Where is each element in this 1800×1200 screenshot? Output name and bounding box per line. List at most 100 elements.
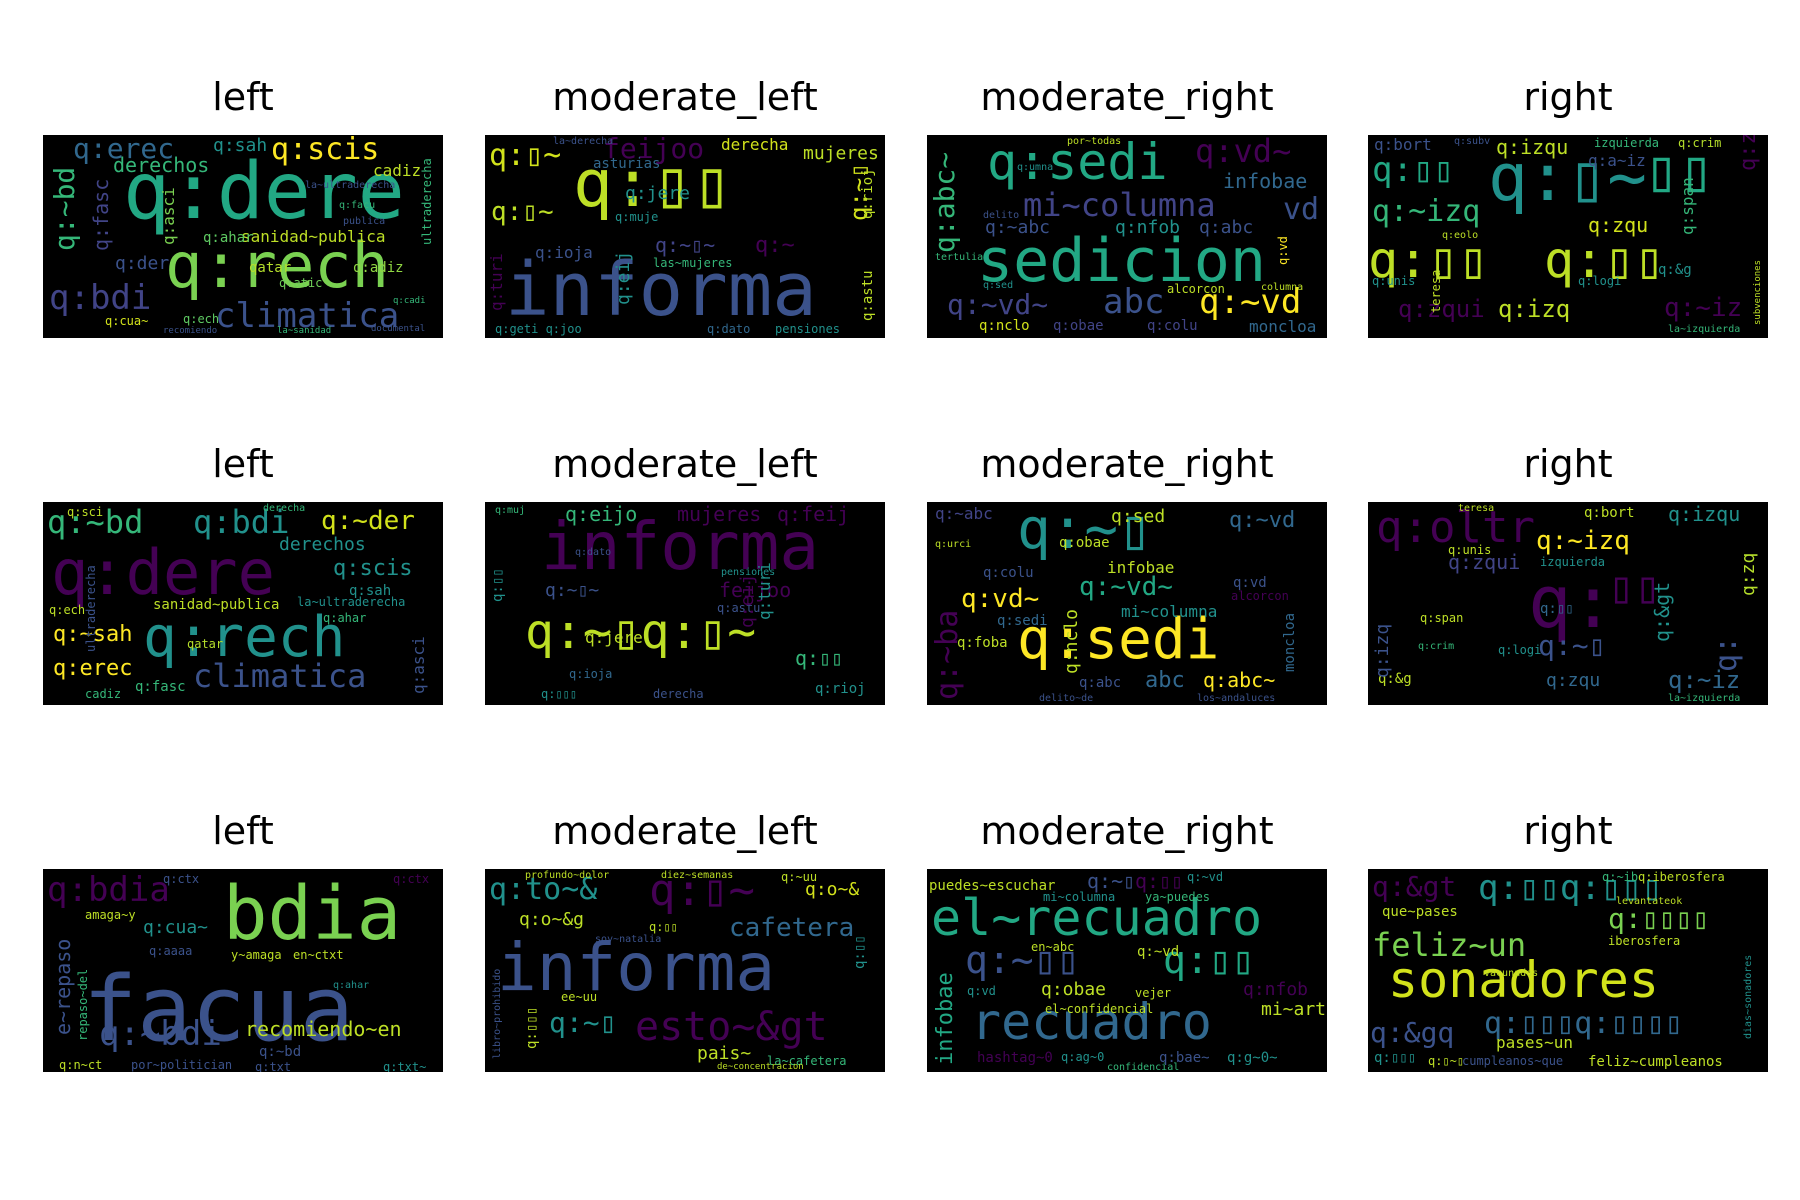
cloud-word: ee~uu	[561, 990, 598, 1004]
cloud-word: q:▯~▯	[1428, 1054, 1465, 1068]
cloud-word: q:span	[1420, 611, 1464, 625]
cloud-word: q:span	[1678, 177, 1697, 235]
word-cloud-panel: sonadores feliz~un q:▯▯q:▯▯▯ q:▯▯▯▯ q:&gt q:&…	[1368, 869, 1768, 1072]
cloud-word: q:foba	[957, 635, 1008, 651]
cloud-word: en~ctxt	[293, 948, 344, 962]
cloud-word: q:▯▯	[1540, 601, 1574, 617]
cloud-word: q:~▯q:▯~	[525, 604, 757, 660]
cloud-word: la~cafetera	[767, 1054, 847, 1068]
cloud-word: q:ahar	[323, 611, 367, 625]
cloud-word: q:cadi	[393, 296, 426, 306]
cloud-word: cafetera	[729, 913, 855, 943]
cloud-word: q:▯▯	[1368, 231, 1489, 289]
cloud-word: sonadores	[1388, 951, 1659, 1009]
cloud-word: q:nclo	[979, 318, 1030, 334]
cloud-word: q:oltr	[1376, 502, 1535, 553]
cloud-word: q:colu	[983, 565, 1034, 581]
cloud-word: q:g~0~	[1227, 1050, 1278, 1066]
cloud-word: publica	[343, 216, 386, 227]
cloud-word: pensiones	[775, 322, 841, 336]
cloud-word: q:n~ct	[59, 1058, 103, 1072]
cloud-word: q:~bdi	[99, 1014, 222, 1054]
cloud-word: la~ultraderecha	[297, 595, 406, 609]
cloud-word: derecha	[653, 687, 704, 701]
panel-title: moderate_right	[980, 75, 1274, 119]
cloud-word: mi~columna	[1023, 186, 1216, 224]
cloud-word: q:~bd	[47, 503, 144, 541]
cloud-word: q:~ba	[930, 609, 965, 700]
cloud-word: tertulia	[935, 252, 984, 263]
cloud-word: q:▯~	[1488, 139, 1647, 216]
cloud-word: q:der	[115, 253, 170, 274]
cloud-word: q:~izq	[1536, 526, 1630, 556]
cloud-word: q:asci	[409, 636, 428, 694]
cloud-word: q:scis	[333, 556, 413, 581]
cloud-word: q:eolo	[1442, 230, 1479, 241]
panel-title: moderate_left	[552, 75, 818, 119]
cloud-word: vd	[1283, 192, 1320, 227]
cloud-word: teresa	[1429, 269, 1443, 313]
cloud-word: q:a~iz	[1588, 151, 1646, 170]
cloud-word: mujeres	[803, 143, 879, 164]
cloud-word: q:~bd	[48, 166, 81, 251]
cloud-word: repaso~del	[76, 968, 90, 1041]
cloud-word: q:sedi	[1017, 607, 1220, 672]
cloud-word: q:crim	[1678, 136, 1722, 150]
cloud-word: feijoo	[603, 135, 705, 165]
cloud-word: q:bdi	[49, 278, 152, 318]
cloud-word: informa	[505, 247, 817, 333]
cloud-word: q:urci	[935, 539, 972, 550]
cloud-word: q:eij	[737, 573, 758, 628]
cloud-word: por~politician	[131, 1058, 233, 1072]
cloud-word: q:jere	[585, 628, 643, 647]
cloud-word: q:▯▯▯q:▯▯▯▯	[1484, 1006, 1683, 1041]
cloud-word: q:zqu	[1546, 670, 1601, 691]
cloud-word: q:&g	[1658, 262, 1692, 278]
cloud-word: q:eij	[613, 250, 634, 305]
cloud-word: q:▯▯▯	[1374, 1050, 1417, 1066]
panel-title: left	[212, 75, 274, 119]
panel-title: moderate_left	[552, 809, 818, 853]
cloud-word: informa	[497, 929, 776, 1006]
cloud-word: q:▯~	[649, 869, 755, 916]
cloud-word: recuadro	[971, 993, 1212, 1051]
cloud-word: sanidad~publica	[153, 597, 280, 613]
cloud-word: profundo~dolor	[525, 870, 610, 881]
cloud-word: recomiendo	[163, 326, 218, 336]
cloud-word: vacunados	[1484, 968, 1539, 979]
cloud-word: q:muj	[495, 505, 526, 516]
cloud-word: feliz~cumpleanos	[1588, 1054, 1723, 1070]
word-cloud-panel: informa q:to~& q:▯~ q:o~& q:o~&g cafetera esto…	[485, 869, 885, 1072]
cloud-word: q:rech	[165, 229, 389, 302]
cloud-word: q:izqu	[1668, 502, 1741, 526]
cloud-word: q:eijo	[565, 502, 638, 526]
cloud-word: q:▯▯	[1544, 231, 1665, 289]
cloud-word: por~todas	[1067, 136, 1122, 147]
cloud-word: q:~▯	[549, 1006, 617, 1039]
cloud-word: q:astu	[717, 601, 761, 615]
cloud-word: q:~▯	[1087, 869, 1136, 893]
cloud-word: q:erec	[53, 656, 133, 681]
cloud-word: q:~▯~	[655, 233, 716, 257]
cloud-word: q:ioja	[569, 667, 613, 681]
cloud-word: q:~vd	[1199, 282, 1302, 322]
cloud-word: q:cua~	[143, 917, 209, 938]
cloud-word: q:▯▯	[490, 568, 506, 602]
cloud-word: dias~sonadores	[1743, 954, 1754, 1039]
cloud-word: izquierda	[1540, 555, 1606, 569]
cloud-word: q:~bd	[259, 1044, 302, 1060]
cloud-word: q:abc~	[928, 151, 961, 253]
cloud-word: facua	[83, 957, 354, 1062]
cloud-word: q:zqu	[1588, 213, 1649, 237]
panel-title: right	[1523, 442, 1613, 486]
cloud-word: la~derecha	[553, 136, 614, 147]
cloud-word: q:astu	[860, 270, 876, 321]
cloud-word: q:~vd~	[947, 288, 1049, 321]
cloud-word: q:▯▯▯	[524, 1006, 540, 1049]
cloud-word: q:bae~	[1159, 1050, 1210, 1066]
cloud-word: feliz~un	[1372, 926, 1527, 964]
cloud-word: infobae	[1223, 169, 1308, 193]
cloud-word: sedicion	[977, 226, 1266, 296]
cloud-word: informa	[541, 508, 820, 585]
cloud-word: q:cua~	[105, 314, 149, 328]
